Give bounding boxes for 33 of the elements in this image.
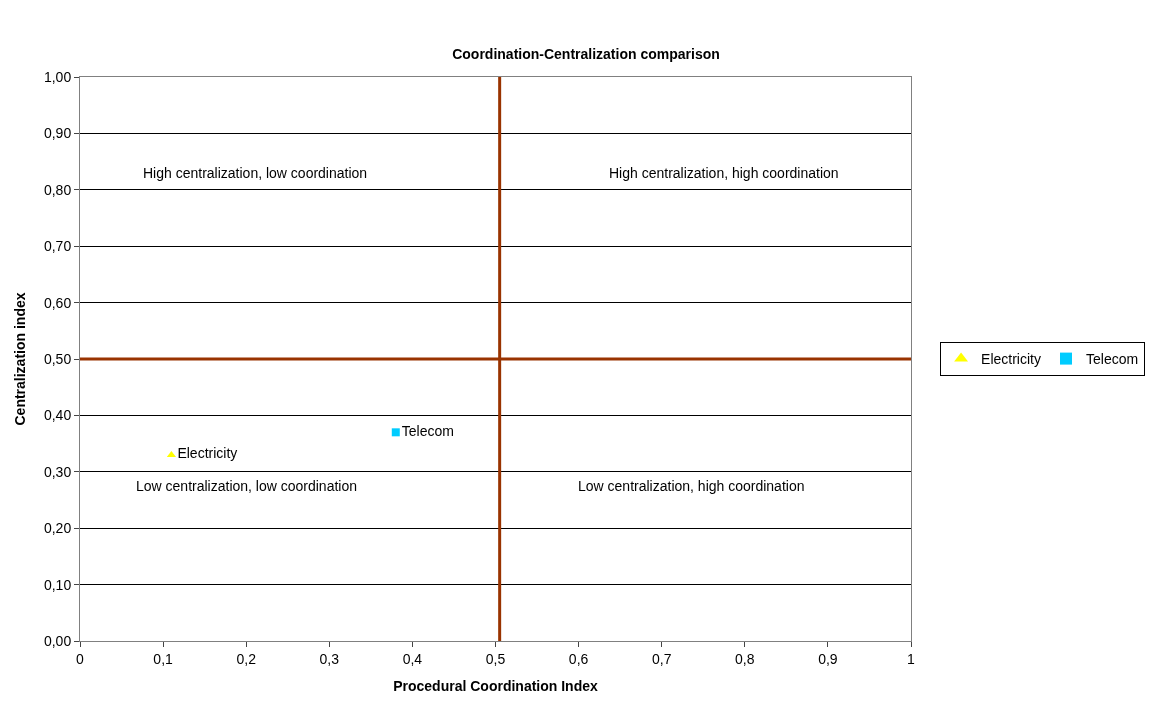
y-tick-label: 0,50 xyxy=(43,350,72,367)
y-tick-label: 1,00 xyxy=(43,68,72,85)
x-tick-label: 0,6 xyxy=(568,650,589,667)
legend-label: Telecom xyxy=(1085,351,1139,368)
x-tick-label: 0,4 xyxy=(402,650,423,667)
y-tick-label: 0,00 xyxy=(43,632,72,649)
y-tick-label: 0,60 xyxy=(43,294,72,311)
y-tick-label: 0,80 xyxy=(43,181,72,198)
chart-title: Coordination-Centralization comparison xyxy=(452,46,720,63)
text: Telecom xyxy=(401,422,454,439)
annotation: Low centralization, high coordination xyxy=(578,478,805,494)
x-axis-title: Procedural Coordination Index xyxy=(393,678,598,695)
x-tick-label: 1 xyxy=(907,650,916,667)
y-tick-label: 0,10 xyxy=(43,576,72,593)
annotation: High centralization, high coordination xyxy=(609,165,839,181)
y-axis-title: Centralization index xyxy=(11,292,28,426)
annotation: High centralization, low coordination xyxy=(143,165,368,181)
x-tick-label: 0,7 xyxy=(651,650,672,667)
x-tick-label: 0,9 xyxy=(818,650,838,667)
x-tick-label: 0,8 xyxy=(735,650,755,667)
y-tick-label: 0,70 xyxy=(43,238,72,255)
x-tick-label: 0,3 xyxy=(319,650,340,667)
annotation: Low centralization, low coordination xyxy=(136,478,358,494)
text: Electricity xyxy=(177,445,238,462)
x-tick-label: 0 xyxy=(76,650,85,667)
y-tick-label: 0,90 xyxy=(43,125,72,142)
x-tick-label: 0,5 xyxy=(485,650,506,667)
y-tick-label: 0,30 xyxy=(43,463,72,480)
x-tick-label: 0,1 xyxy=(153,650,174,667)
x-tick-label: 0,2 xyxy=(236,650,257,667)
y-tick-label: 0,20 xyxy=(43,520,72,537)
y-tick-label: 0,40 xyxy=(43,407,72,424)
legend-label: Electricity xyxy=(981,351,1041,368)
